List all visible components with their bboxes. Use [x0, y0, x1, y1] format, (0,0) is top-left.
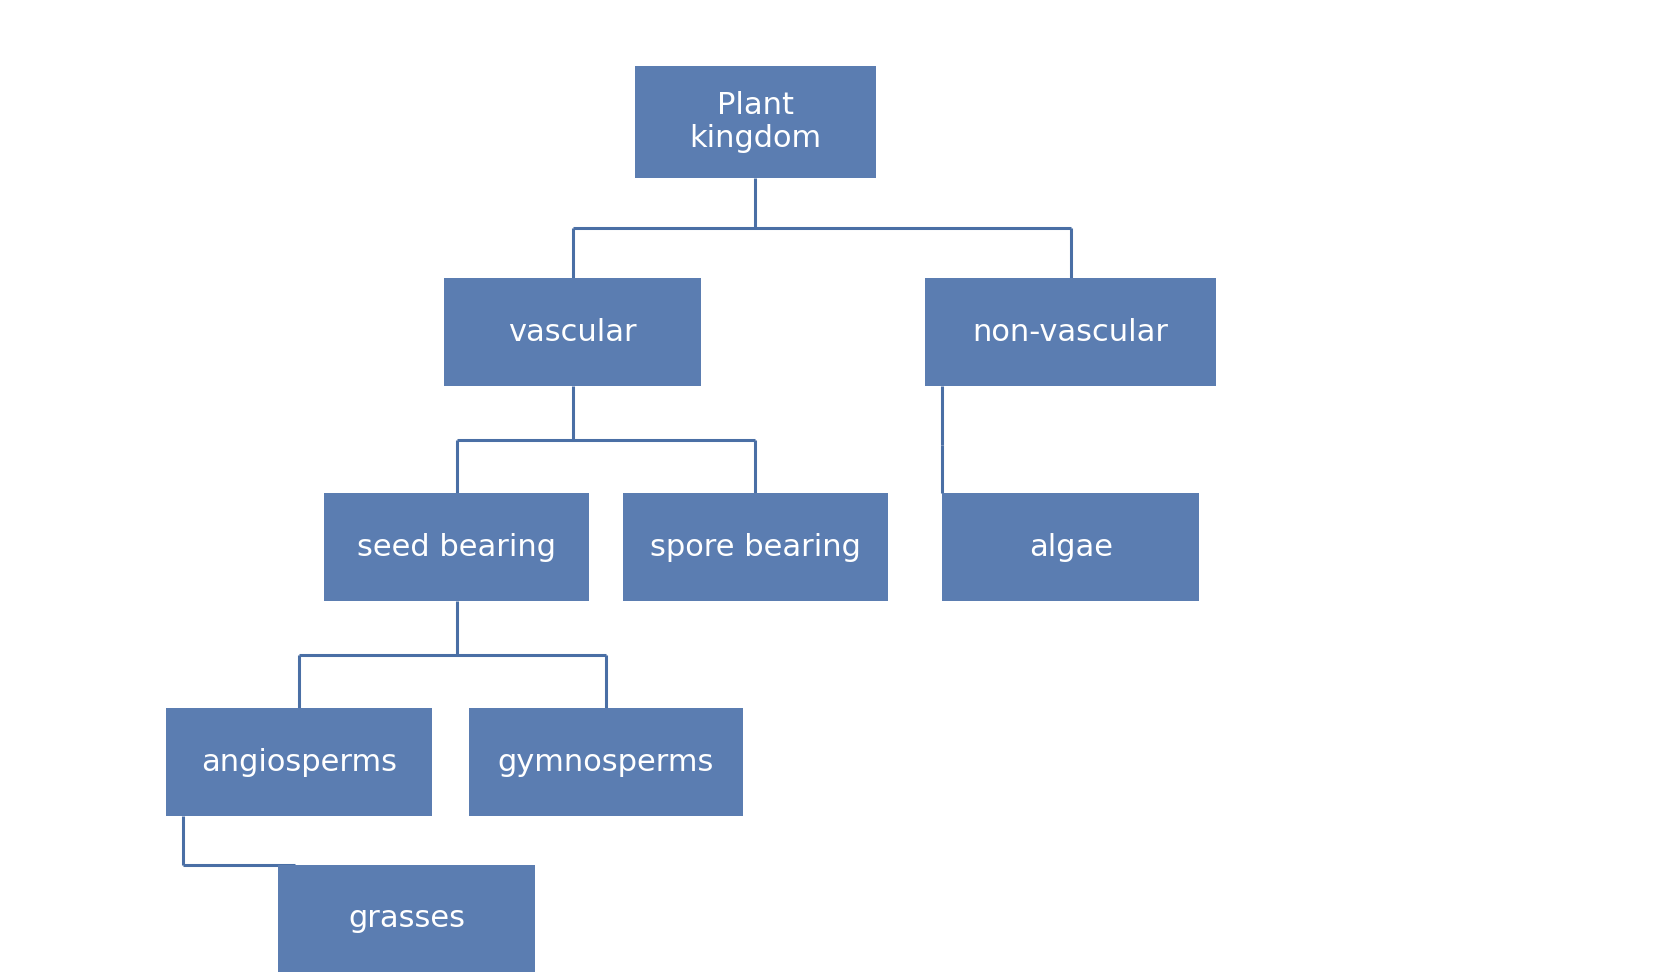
- FancyBboxPatch shape: [470, 708, 744, 816]
- FancyBboxPatch shape: [324, 493, 589, 601]
- FancyBboxPatch shape: [634, 66, 876, 178]
- Text: vascular: vascular: [508, 318, 637, 347]
- Text: Plant
kingdom: Plant kingdom: [689, 91, 822, 153]
- Text: angiosperms: angiosperms: [201, 747, 397, 777]
- Text: seed bearing: seed bearing: [357, 532, 556, 562]
- Text: gymnosperms: gymnosperms: [498, 747, 714, 777]
- FancyBboxPatch shape: [622, 493, 888, 601]
- Text: spore bearing: spore bearing: [649, 532, 862, 562]
- FancyBboxPatch shape: [943, 493, 1199, 601]
- Text: non-vascular: non-vascular: [973, 318, 1169, 347]
- FancyBboxPatch shape: [166, 708, 432, 816]
- FancyBboxPatch shape: [443, 278, 701, 386]
- FancyBboxPatch shape: [277, 865, 536, 972]
- Text: grasses: grasses: [349, 904, 465, 933]
- FancyBboxPatch shape: [926, 278, 1215, 386]
- Text: algae: algae: [1029, 532, 1112, 562]
